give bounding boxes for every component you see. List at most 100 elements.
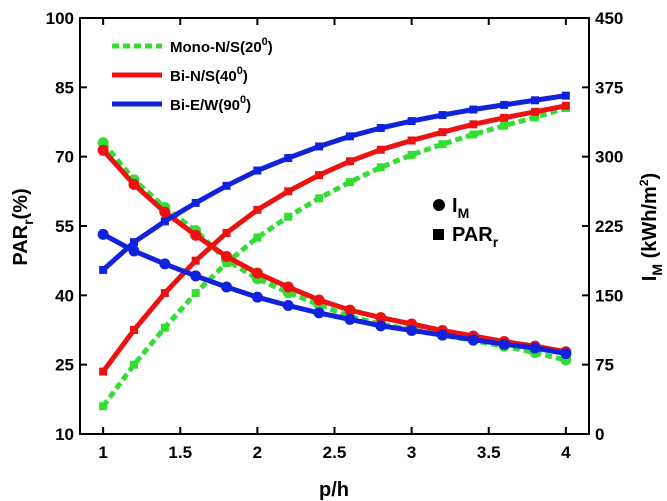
right-axis-title-sup: 2	[637, 179, 651, 186]
svg-text:PARr(%): PARr(%)	[10, 188, 36, 265]
par-point-mono	[376, 163, 385, 172]
legend-close-bi-ns: )	[243, 68, 248, 85]
right-axis-title-sub: M	[649, 264, 665, 276]
legend-label-mono: Mono-N/S(20	[170, 39, 262, 56]
im-point-bi-ns	[313, 294, 325, 306]
im-point-bi-ew	[375, 320, 387, 332]
par-point-bi-ns	[531, 107, 540, 116]
left-y-tick-label: 85	[55, 78, 74, 97]
par-point-bi-ns	[129, 326, 138, 334]
par-point-bi-ns	[407, 136, 416, 145]
legend-sup-bi-ew: 0	[240, 94, 246, 106]
x-tick-label: 3	[407, 443, 416, 462]
par-point-bi-ew	[284, 154, 293, 163]
im-point-bi-ns	[221, 251, 233, 263]
par-point-mono	[129, 360, 138, 369]
legend-label-bi-ns: Bi-N/S(40	[170, 68, 237, 85]
left-axis-title-sub: r	[20, 219, 36, 225]
par-point-bi-ns	[315, 171, 324, 180]
left-y-tick-label: 100	[46, 9, 74, 28]
right-axis-title-main: I	[639, 276, 661, 282]
par-point-bi-ew	[253, 166, 262, 175]
left-axis-title-main: PAR	[10, 224, 32, 265]
label-layer: 1 1.5 2 2.5 3 3.5 4 10 25 40 55 70 85 100 0 75 150 225 300…	[46, 9, 624, 462]
im-point-bi-ns	[190, 229, 202, 241]
right-y-tick-label: 300	[595, 148, 623, 167]
par-line-bi-ew	[101, 93, 567, 272]
symbol-legend-square-icon	[433, 229, 444, 240]
symbol-legend-im-main: I	[452, 195, 458, 217]
im-point-bi-ew	[313, 307, 325, 319]
legend-sup-mono: 0	[262, 36, 268, 48]
right-y-tick-label: 450	[595, 9, 623, 28]
im-point-bi-ns	[128, 178, 140, 190]
legend-close-bi-ew: )	[246, 97, 251, 114]
x-tick-label: 2	[253, 443, 262, 462]
series-legend: Mono-N/S(200) Bi-N/S(400) Bi-E/W(900)	[112, 36, 273, 114]
par-point-mono	[99, 402, 108, 411]
symbol-legend: IM PARr	[433, 195, 499, 250]
par-point-bi-ns	[438, 128, 447, 137]
legend-entry-mono: Mono-N/S(200)	[112, 36, 273, 56]
par-point-mono	[284, 212, 293, 221]
im-line-bi-ns	[101, 148, 567, 355]
im-point-bi-ew	[406, 324, 418, 336]
svg-text:IM: IM	[452, 195, 469, 221]
im-point-bi-ew	[560, 348, 572, 360]
symbol-legend-par-sub: r	[493, 234, 499, 250]
im-point-bi-ns	[375, 312, 387, 324]
im-point-bi-ew	[221, 281, 233, 293]
right-y-tick-label: 150	[595, 286, 623, 305]
par-point-mono	[500, 121, 509, 130]
im-point-bi-ns	[344, 304, 356, 316]
par-line-mono	[101, 105, 567, 408]
par-point-mono	[407, 150, 416, 159]
par-point-bi-ns	[191, 256, 200, 265]
par-point-mono	[469, 130, 478, 139]
legend-entry-bi-ns: Bi-N/S(400)	[112, 65, 248, 85]
im-line-mono	[101, 141, 567, 363]
par-point-bi-ew	[376, 124, 385, 133]
par-point-bi-ew	[500, 100, 509, 109]
left-y-tick-label: 40	[55, 286, 74, 305]
par-point-bi-ew	[531, 96, 540, 105]
par-point-bi-ew	[160, 217, 169, 226]
im-point-bi-ew	[97, 228, 109, 240]
im-point-bi-ns	[97, 144, 109, 156]
left-y-tick-label: 10	[55, 425, 74, 444]
svg-text:PARr: PARr	[452, 224, 499, 250]
left-y-tick-label: 70	[55, 148, 74, 167]
par-point-mono	[315, 194, 324, 203]
im-point-bi-ew	[344, 313, 356, 325]
par-point-mono	[160, 323, 169, 332]
par-point-bi-ew	[129, 238, 138, 247]
im-line-bi-ew	[101, 232, 567, 357]
left-axis-title: PARr(%)	[10, 188, 36, 265]
par-point-bi-ns	[222, 228, 231, 237]
x-tick-label: 4	[561, 443, 571, 462]
right-y-tick-label: 375	[595, 78, 623, 97]
par-point-bi-ns	[500, 113, 509, 122]
right-axis-title-suffix2: )	[639, 173, 661, 180]
x-tick-label: 1	[98, 443, 107, 462]
par-point-bi-ew	[561, 91, 570, 100]
series-layer	[97, 91, 572, 411]
par-point-bi-ns	[561, 101, 570, 110]
left-y-tick-label: 55	[55, 217, 74, 236]
par-point-mono	[191, 289, 200, 298]
svg-text:Mono-N/S(200): Mono-N/S(200)	[170, 36, 273, 56]
par-point-bi-ns	[469, 120, 478, 129]
x-tick-label: 1.5	[168, 443, 192, 462]
im-point-bi-ew	[282, 300, 294, 312]
par-line-bi-ns	[101, 103, 567, 374]
symbol-legend-par-main: PAR	[452, 224, 493, 246]
im-point-bi-ew	[467, 334, 479, 346]
par-point-bi-ew	[407, 117, 416, 126]
legend-entry-bi-ew: Bi-E/W(900)	[112, 94, 251, 114]
x-tick-label: 2.5	[323, 443, 347, 462]
legend-sup-bi-ns: 0	[237, 65, 243, 77]
right-axis-title: IM (kWh/m2)	[637, 173, 665, 281]
svg-text:Bi-N/S(400): Bi-N/S(400)	[170, 65, 248, 85]
par-point-mono	[345, 178, 354, 187]
